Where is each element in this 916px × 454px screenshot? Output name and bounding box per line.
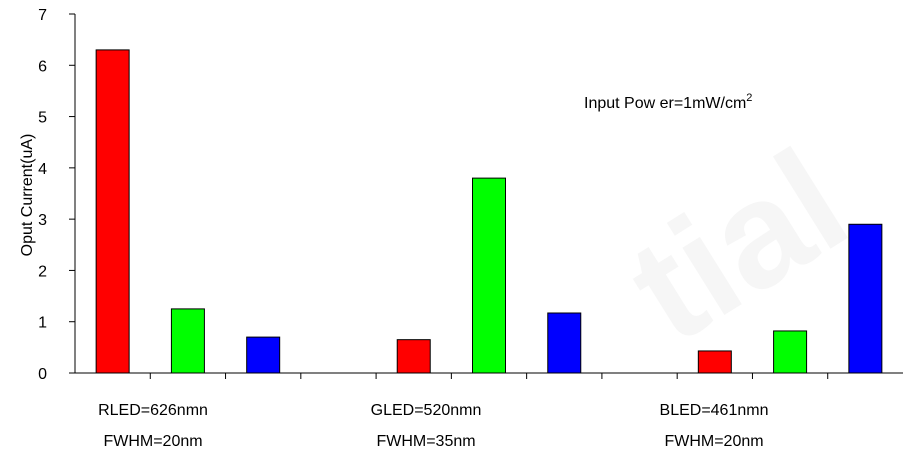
bar-group1-bar1 [95, 49, 130, 374]
y-tick-label: 5 [38, 110, 47, 127]
category-label-line2: FWHM=35nm [376, 433, 475, 450]
y-tick-label: 2 [38, 263, 47, 280]
y-tick-label: 0 [38, 366, 47, 383]
bar-group3-bar3 [848, 223, 883, 374]
bar-group2-bar2 [472, 177, 506, 374]
category-label-line1: GLED=520nmn [371, 402, 482, 419]
y-tick-label: 3 [38, 212, 47, 229]
y-ticks: 0 1 2 3 4 5 6 7 [38, 7, 75, 383]
bar-group2-bar1 [396, 339, 431, 374]
bar-group1-bar2 [170, 308, 205, 374]
y-tick-label: 4 [38, 161, 47, 178]
input-power-annotation: Input Pow er=1mW/cm2 [584, 92, 752, 112]
annotation-superscript: 2 [746, 92, 752, 104]
bar-group3-bar1 [697, 350, 732, 374]
annotation-text: Input Pow er=1mW/cm [584, 95, 746, 112]
y-tick-label: 6 [38, 58, 47, 75]
y-tick-label: 1 [38, 315, 47, 332]
bar-group1-bar3 [246, 336, 281, 374]
bar-group3-bar2 [773, 330, 808, 374]
bars [95, 49, 883, 374]
y-tick-label: 7 [38, 7, 47, 24]
bar-group2-bar3 [547, 312, 582, 374]
category-label-line1: RLED=626nmn [98, 402, 208, 419]
category-label-line2: FWHM=20nm [664, 433, 763, 450]
category-label-line1: BLED=461nmn [660, 402, 769, 419]
category-labels: RLED=626nmn FWHM=20nm GLED=520nmn FWHM=35nm… [98, 402, 768, 450]
y-axis-title: Oput Current(uA) [19, 134, 36, 257]
category-label-line2: FWHM=20nm [103, 433, 202, 450]
